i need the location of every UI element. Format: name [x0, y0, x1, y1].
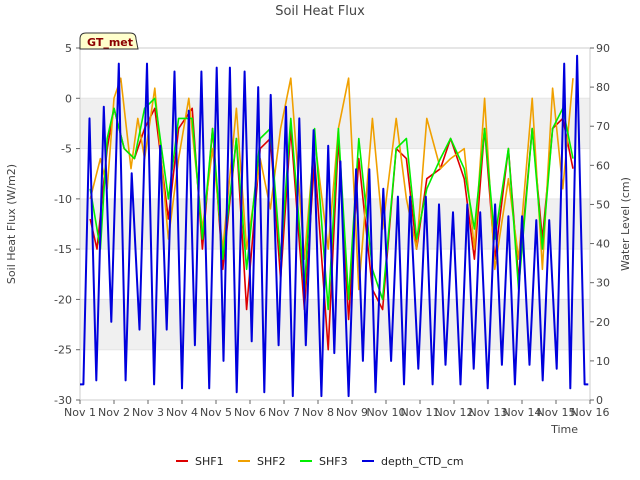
x-tick-label: Nov 1	[64, 406, 96, 419]
series-line-shf3	[89, 97, 574, 311]
plot-frame	[79, 47, 591, 401]
x-axis-label: Time	[550, 423, 578, 436]
x-tick-label: Nov 5	[200, 406, 232, 419]
x-tick-label: Nov 6	[234, 406, 266, 419]
y2-tick-label: 40	[596, 238, 610, 251]
y-tick-label: 0	[65, 92, 72, 105]
x-tick-label: Nov 2	[98, 406, 130, 419]
y2-tick-label: 20	[596, 316, 610, 329]
x-tick-label: Nov 3	[132, 406, 164, 419]
x-tick-label: Nov 16	[571, 406, 610, 419]
y-tick-label: -25	[54, 344, 72, 357]
station-badge: GT_met	[79, 32, 139, 50]
y-tick-label: 5	[65, 42, 72, 55]
y2-axis-label: Water Level (cm)	[619, 177, 632, 271]
x-tick-label: Nov 10	[367, 406, 406, 419]
y2-tick-label: 50	[596, 198, 610, 211]
left-axis-ticks: 5 0 -5 -10 -15 -20 -25 -30	[54, 42, 80, 407]
y2-tick-label: 30	[596, 277, 610, 290]
chart-legend: SHF1 SHF2 SHF3 depth_CTD_cm	[176, 455, 464, 468]
x-tick-label: Nov 9	[336, 406, 368, 419]
series-layer	[80, 54, 589, 398]
y-tick-label: -15	[54, 243, 72, 256]
y-tick-label: -5	[61, 143, 72, 156]
station-badge-box	[79, 32, 139, 50]
x-tick-label: Nov 4	[166, 406, 198, 419]
chart-title: Soil Heat Flux	[275, 4, 365, 19]
station-badge-label: GT_met	[87, 36, 133, 49]
y-tick-label: -30	[54, 394, 72, 407]
series-line-depth-ctd-cm	[80, 54, 589, 398]
legend-label: depth_CTD_cm	[381, 455, 464, 468]
y2-tick-label: 80	[596, 81, 610, 94]
y2-tick-label: 0	[596, 394, 603, 407]
x-tick-label: Nov 12	[435, 406, 474, 419]
x-tick-label: Nov 14	[503, 406, 542, 419]
x-axis-ticks: Nov 1 Nov 2 Nov 3 Nov 4 Nov 5 Nov 6 Nov 7 Nov 8…	[64, 400, 609, 419]
legend-label: SHF1	[195, 455, 224, 468]
x-tick-label: Nov 11	[401, 406, 440, 419]
y2-tick-label: 70	[596, 120, 610, 133]
y-tick-label: -20	[54, 293, 72, 306]
y-axis-label: Soil Heat Flux (W/m2)	[5, 164, 18, 284]
y2-tick-label: 90	[596, 42, 610, 55]
x-tick-label: Nov 13	[469, 406, 508, 419]
y2-tick-label: 10	[596, 355, 610, 368]
legend-label: SHF2	[257, 455, 286, 468]
y-tick-label: -10	[54, 193, 72, 206]
y2-tick-label: 60	[596, 159, 610, 172]
background-band	[80, 98, 590, 149]
right-axis-ticks: 90 80 70 60 50 40 30 20 10 0	[590, 42, 610, 407]
x-tick-label: Nov 15	[537, 406, 576, 419]
x-tick-label: Nov 7	[268, 406, 300, 419]
legend-label: SHF3	[319, 455, 348, 468]
x-tick-label: Nov 8	[302, 406, 334, 419]
